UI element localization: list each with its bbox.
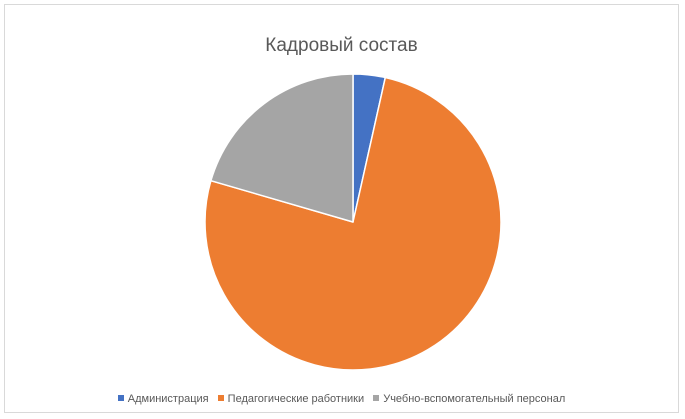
legend-item-administration: Администрация [117,393,209,405]
legend-swatch-administration [117,395,124,402]
legend-item-support-staff: Учебно-вспомогательный персонал [373,393,565,405]
legend-item-teachers: Педагогические работники [217,393,365,405]
legend-swatch-teachers [217,395,224,402]
chart-area: Кадровый состав Администрация Педагогиче… [4,4,679,413]
pie-chart [204,73,502,371]
legend-label-administration: Администрация [127,393,209,405]
legend-label-teachers: Педагогические работники [227,393,365,405]
pie-slice-teachers [204,76,502,371]
chart-title: Кадровый состав [265,35,418,56]
legend: Администрация Педагогические работники У… [5,393,678,405]
legend-swatch-support-staff [373,395,380,402]
pie-slice-support-staff [210,73,354,223]
legend-label-support-staff: Учебно-вспомогательный персонал [383,393,566,405]
